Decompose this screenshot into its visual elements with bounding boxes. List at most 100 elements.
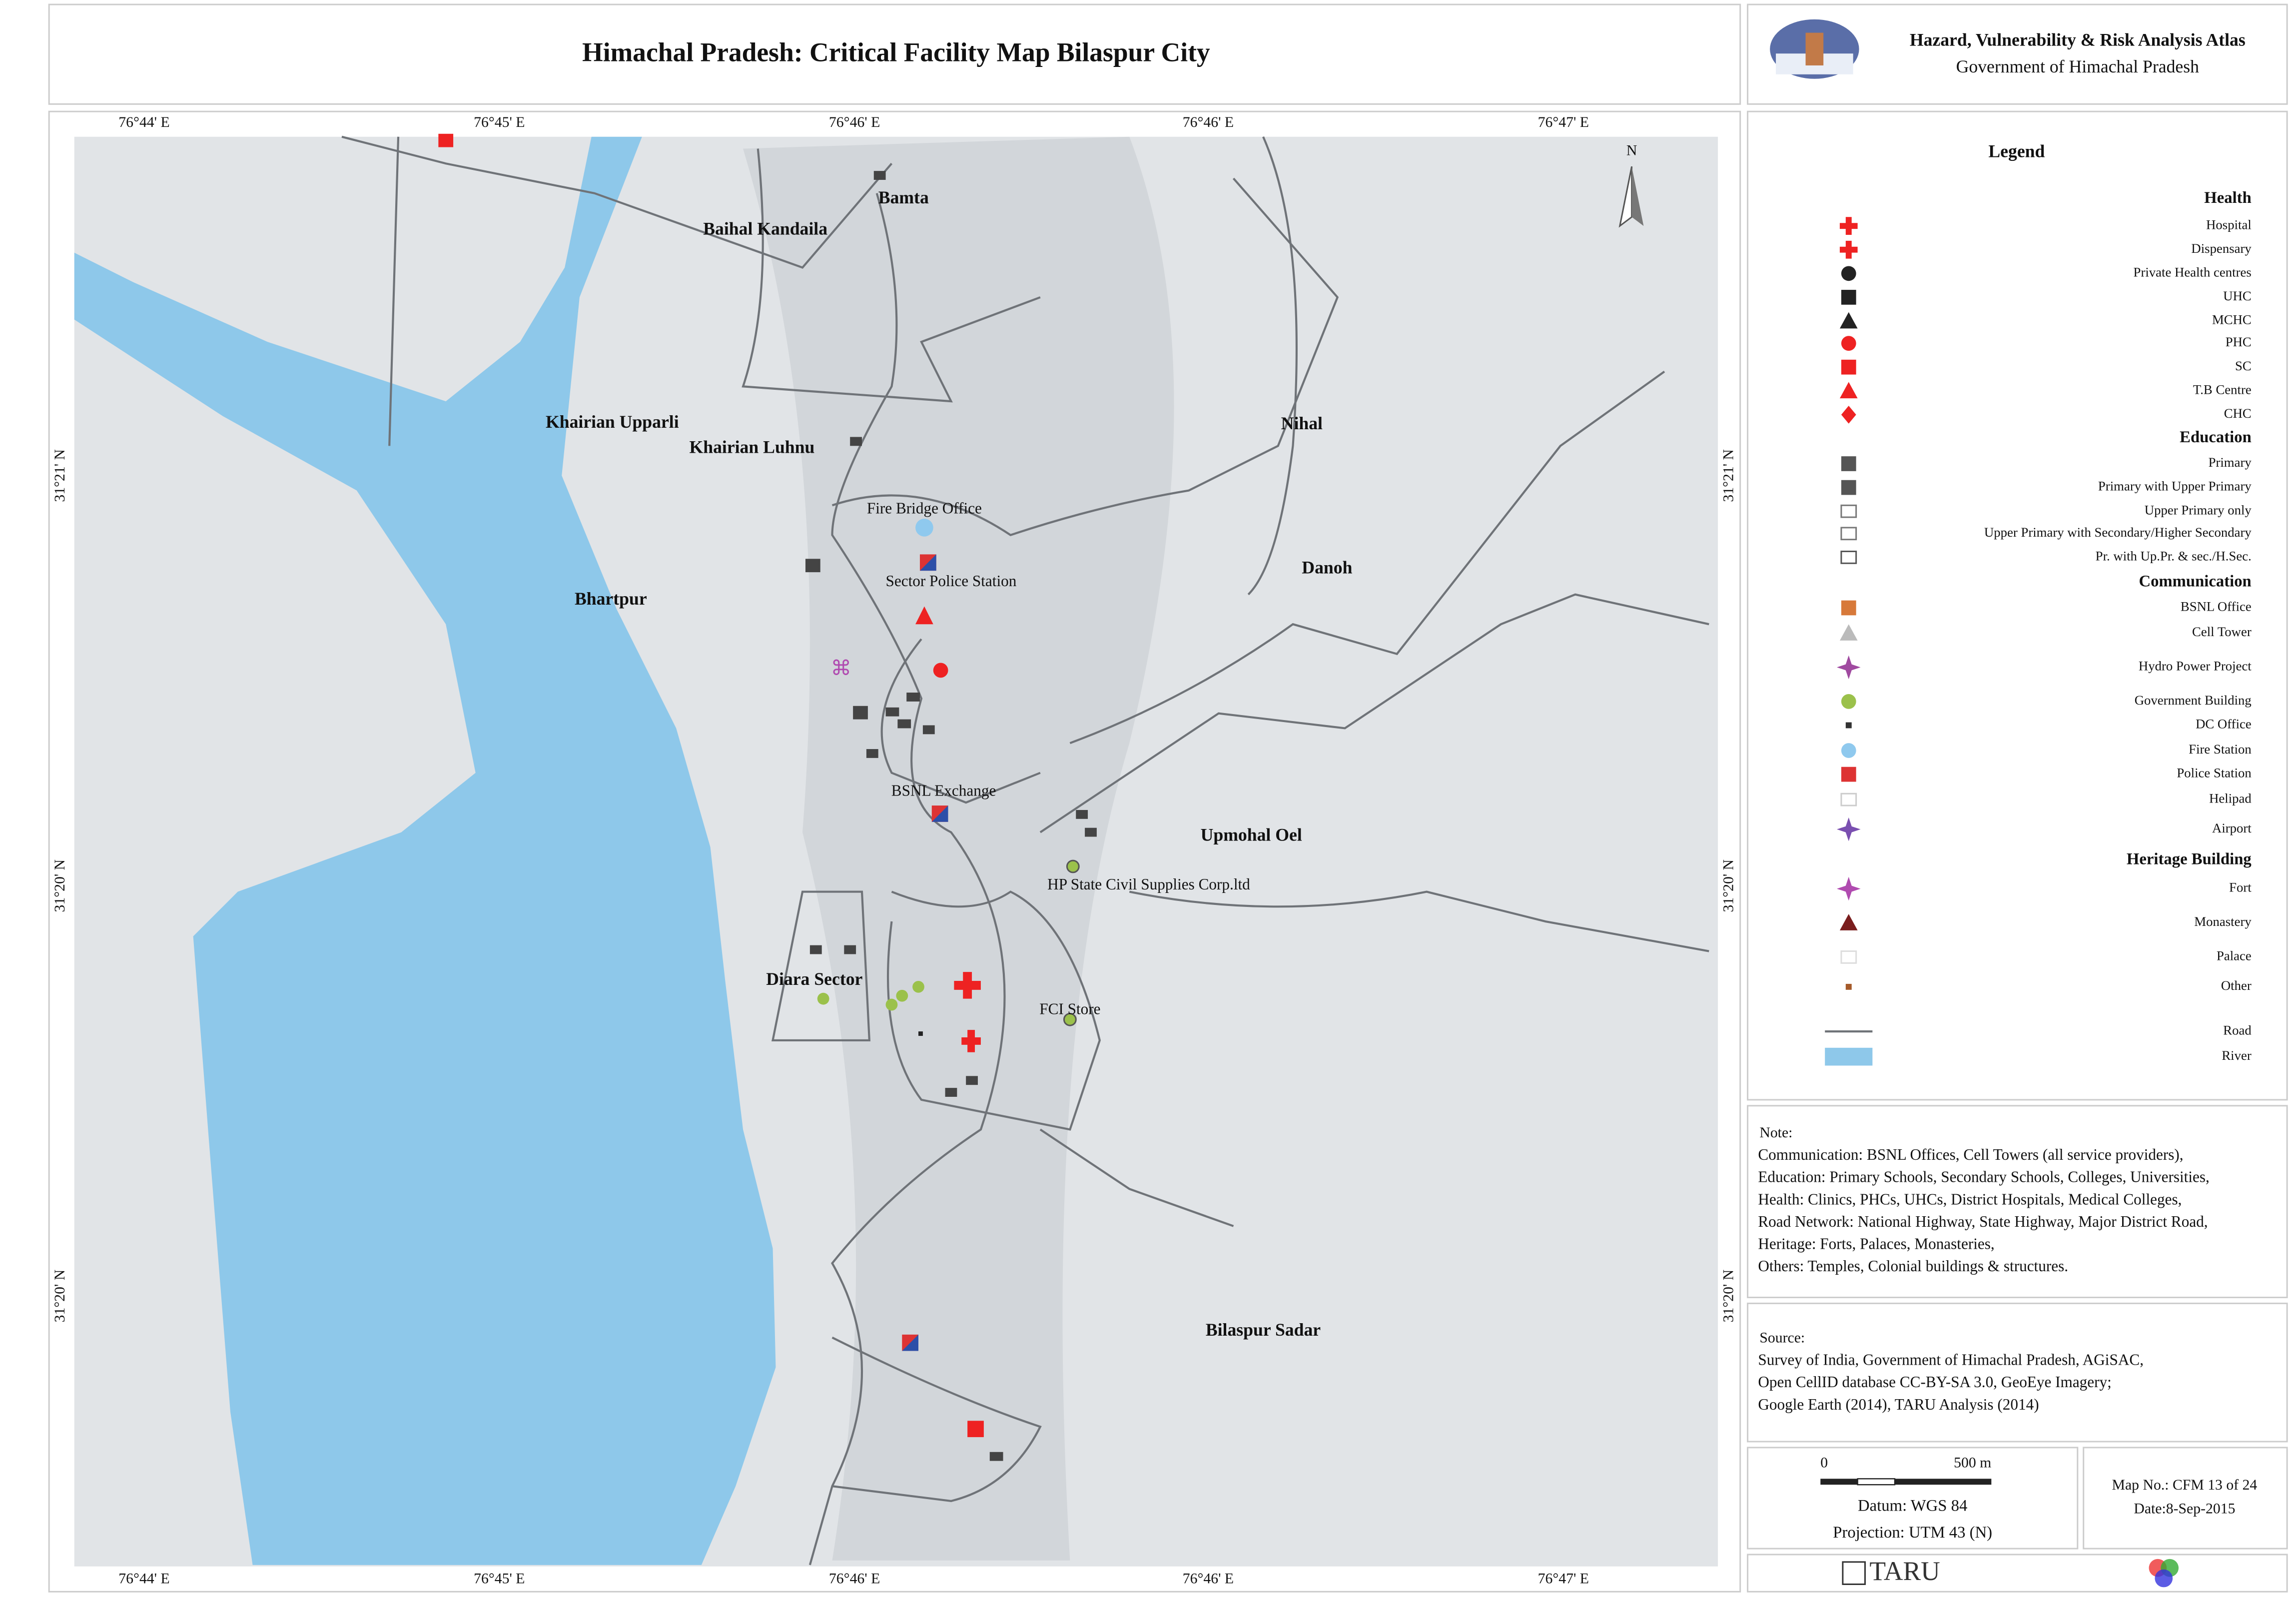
legend-symbol: [1839, 217, 1858, 235]
legend-symbol: [1839, 312, 1858, 329]
urban-area: [743, 136, 1174, 1561]
place-name: Bhartpur: [575, 589, 647, 609]
legend-item: Road: [2223, 1022, 2252, 1037]
legend-symbol: [1845, 983, 1852, 990]
note-line: Education: Primary Schools, Secondary Sc…: [1758, 1168, 2209, 1186]
legend-item: T.B Centre: [2193, 382, 2252, 397]
legend-item: Pr. with Up.Pr. & sec./H.Sec.: [2096, 549, 2252, 564]
legend-symbol: [1841, 767, 1856, 782]
note-box: [1747, 1105, 2288, 1298]
note-line: Health: Clinics, PHCs, UHCs, District Ho…: [1758, 1190, 2182, 1208]
legend-item: Primary with Upper Primary: [2098, 479, 2252, 494]
grid-label-left: 31°20' N: [51, 859, 68, 912]
legend-symbol: [1841, 456, 1856, 471]
taru-mark: [1842, 1561, 1866, 1585]
grid-label-top: 76°46' E: [829, 114, 880, 130]
place-name: Danoh: [1302, 557, 1352, 577]
legend-item: Primary: [2209, 455, 2252, 470]
legend-symbol: [1841, 694, 1856, 709]
taru-logo: TARU: [1869, 1556, 1940, 1586]
projection: Projection: UTM 43 (N): [1833, 1524, 1992, 1542]
north-arrow: [1618, 166, 1644, 228]
scale-bar: [1820, 1478, 1992, 1486]
legend-item: Monastery: [2194, 914, 2252, 929]
legend-item: Other: [2221, 978, 2252, 993]
legend-symbol: [1839, 624, 1858, 641]
scale-label: 500 m: [1954, 1454, 1991, 1471]
place-name: Diara Sector: [766, 969, 862, 989]
facility-label: BSNL Exchange: [891, 782, 996, 799]
legend-item: MCHC: [2212, 312, 2252, 327]
grid-label-right: 31°20' N: [1720, 1270, 1737, 1323]
legend-section: Education: [2180, 428, 2252, 446]
emblem: [1770, 19, 1859, 79]
legend-section: Health: [2204, 189, 2251, 207]
grid-label-top: 76°45' E: [474, 114, 525, 130]
note-line: Communication: BSNL Offices, Cell Towers…: [1758, 1146, 2183, 1163]
place-name: Khairian Luhnu: [689, 437, 814, 457]
fort-symbol: ⌘: [831, 657, 852, 680]
facility-symbols: ⌘: [438, 133, 1097, 1461]
legend-item: Upper Primary only: [2145, 502, 2252, 517]
legend-symbol: [1841, 359, 1856, 375]
note-line: Heritage: Forts, Palaces, Monasteries,: [1758, 1235, 1994, 1253]
place-name: Bamta: [878, 187, 929, 207]
legend-item: CHC: [2224, 406, 2252, 421]
facility-label: FCI Store: [1039, 1000, 1100, 1018]
north-label: N: [1626, 142, 1637, 158]
legend-symbol: [1840, 793, 1857, 807]
grid-label-bottom: 76°47' E: [1538, 1570, 1589, 1587]
legend-item: Upper Primary with Secondary/Higher Seco…: [1984, 525, 2252, 540]
legend-symbol: [1841, 336, 1856, 351]
legend-item: Hydro Power Project: [2139, 659, 2252, 674]
scale-label: 0: [1820, 1454, 1828, 1471]
legend-item: Cell Tower: [2192, 624, 2252, 639]
legend-item: DC Office: [2196, 717, 2252, 732]
place-name: Khairian Upparli: [546, 412, 679, 432]
title-box: [48, 3, 1741, 105]
source-line: Survey of India, Government of Himachal …: [1758, 1351, 2144, 1369]
legend-section: Heritage Building: [2127, 850, 2252, 868]
legend-symbol: [1837, 655, 1861, 680]
place-name: Bilaspur Sadar: [1206, 1320, 1321, 1340]
datum: Datum: WGS 84: [1858, 1497, 1967, 1515]
legend-box: [1747, 110, 2288, 1101]
legend-symbol: [1841, 406, 1856, 424]
legend-title: Legend: [1988, 141, 2045, 161]
grid-label-top: 76°44' E: [118, 114, 169, 130]
legend-symbol: [1841, 290, 1856, 305]
source-title: Source:: [1759, 1330, 1805, 1346]
atlas-title: Hazard, Vulnerability & Risk Analysis At…: [1910, 30, 2246, 50]
partner-logo: [2149, 1559, 2179, 1588]
government: Government of Himachal Pradesh: [1956, 56, 2200, 76]
grid-label-top: 76°47' E: [1538, 114, 1589, 130]
map-title: Himachal Pradesh: Critical Facility Map …: [582, 37, 1210, 67]
legend-symbol: [1840, 527, 1857, 541]
legend-symbol: [1837, 817, 1861, 841]
legend-symbol: [1841, 266, 1856, 281]
place-name: Baihal Kandaila: [703, 218, 827, 238]
source-box: [1747, 1302, 2288, 1443]
grid-label-right: 31°20' N: [1720, 859, 1737, 912]
legend-item: SC: [2235, 358, 2252, 373]
source-line: Google Earth (2014), TARU Analysis (2014…: [1758, 1396, 2039, 1413]
place-name: Upmohal Oel: [1201, 825, 1302, 845]
note-line: Others: Temples, Colonial buildings & st…: [1758, 1257, 2068, 1275]
legend-item: Fire Station: [2189, 742, 2252, 757]
source-line: Open CellID database CC-BY-SA 3.0, GeoEy…: [1758, 1373, 2111, 1391]
grid-label-bottom: 76°45' E: [474, 1570, 525, 1587]
river: [74, 136, 776, 1565]
legend-item: PHC: [2226, 334, 2252, 349]
facility-label: HP State Civil Supplies Corp.ltd: [1047, 875, 1250, 893]
legend-symbol: [1837, 876, 1861, 901]
map-info-box: [2083, 1447, 2288, 1550]
legend-symbol: [1840, 950, 1857, 964]
legend-item: Palace: [2217, 948, 2252, 963]
legend-item: Airport: [2212, 820, 2252, 835]
note-title: Note:: [1759, 1124, 1792, 1141]
grid-label-bottom: 76°46' E: [829, 1570, 880, 1587]
legend-item: Fort: [2229, 880, 2252, 895]
legend-symbol: [1841, 743, 1856, 758]
legend-item: Private Health centres: [2134, 264, 2252, 279]
